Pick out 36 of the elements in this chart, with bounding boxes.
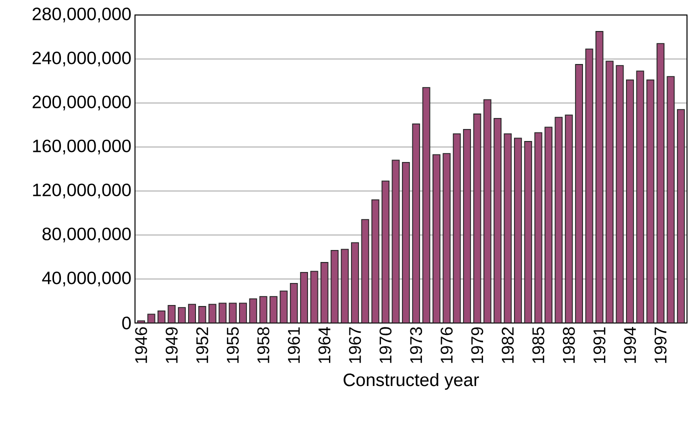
x-tick-label: 1991: [593, 327, 606, 363]
x-axis-title: Constructed year: [344, 373, 479, 390]
bar: [310, 270, 318, 323]
x-tick-label: 1982: [502, 327, 514, 363]
y-tick-label: 200,000,000: [32, 96, 131, 110]
x-tick-label: 1967: [348, 327, 361, 363]
bar: [666, 76, 675, 323]
y-tick-label: 0: [122, 316, 131, 330]
y-tick-label: 280,000,000: [32, 8, 131, 22]
y-tick-label: 80,000,000: [42, 228, 131, 242]
x-tick-label: 1976: [440, 327, 453, 363]
x-tick-label: 1973: [410, 327, 422, 363]
bar: [340, 248, 349, 323]
bar: [473, 114, 482, 323]
x-tick-label: 1979: [471, 327, 484, 363]
x-tick-label: 1958: [257, 327, 270, 363]
x-tick-label: 1955: [226, 327, 239, 363]
x-tick-label: 1994: [624, 327, 636, 363]
bar: [504, 133, 512, 323]
bar: [585, 48, 594, 323]
bar: [392, 160, 400, 323]
y-tick-label: 160,000,000: [33, 140, 131, 154]
x-tick-label: 1964: [318, 327, 330, 363]
x-tick-label: 1952: [196, 327, 208, 363]
x-tick-label: 1988: [562, 327, 575, 363]
x-tick-label: 1997: [654, 327, 667, 363]
bar: [616, 65, 624, 323]
x-tick-label: 1946: [135, 327, 148, 363]
bar: [422, 87, 430, 323]
y-tick-label: 240,000,000: [32, 52, 131, 66]
x-tick-label: 1985: [532, 327, 544, 363]
y-tick-label: 120,000,000: [33, 184, 131, 198]
x-tick-label: 1970: [380, 327, 392, 363]
x-tick-label: 1961: [288, 327, 300, 363]
x-tick-label: 1949: [166, 327, 178, 363]
y-tick-label: 40,000,000: [42, 272, 131, 286]
